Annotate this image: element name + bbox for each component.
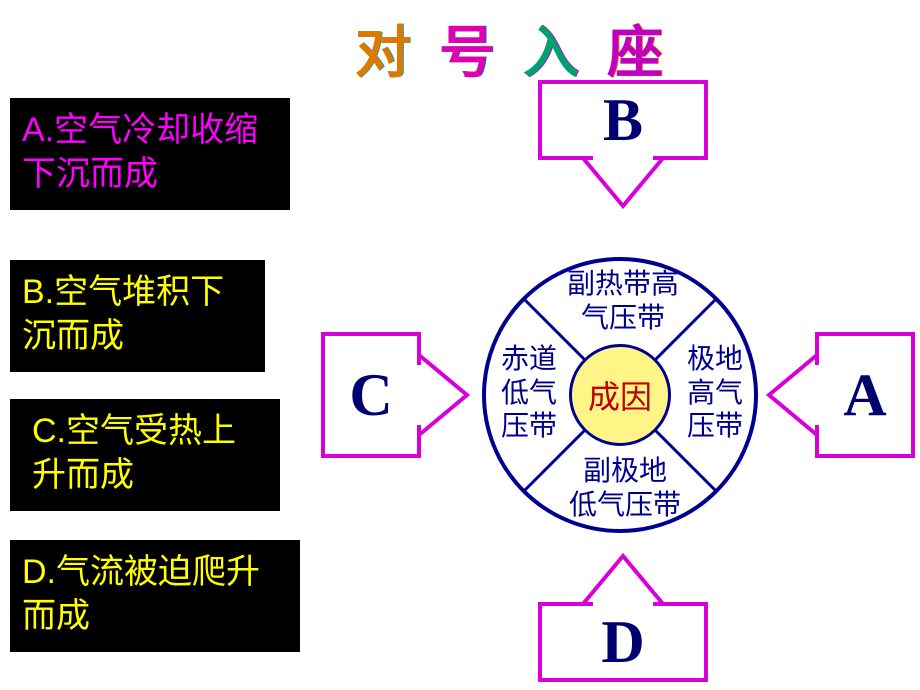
- title-char-3: 入: [523, 23, 607, 85]
- arrow-c-box: C: [321, 332, 421, 458]
- sector-top: 副热带高 气压带: [553, 268, 693, 335]
- arrow-d-box: D: [538, 602, 708, 682]
- title-char-1: 对: [355, 23, 439, 85]
- arrow-b-box: B: [538, 80, 708, 160]
- title-char-2: 号: [439, 23, 523, 85]
- sector-left: 赤道 低气 压带: [494, 343, 564, 444]
- arrow-d-head-icon: [563, 546, 683, 606]
- page-title: 对号入座: [355, 8, 691, 89]
- title-char-4: 座: [607, 23, 691, 85]
- arrow-a-head-icon: [759, 335, 819, 455]
- option-d-box: D.气流被迫爬升而成: [10, 540, 300, 652]
- option-d-text: D.气流被迫爬升而成: [22, 553, 260, 635]
- arrow-b-label: B: [603, 86, 643, 155]
- option-c-text: C.空气受热上升而成: [32, 412, 236, 494]
- sector-bottom: 副极地 低气压带: [565, 455, 685, 522]
- option-a-text: A.空气冷却收缩下沉而成: [22, 111, 258, 193]
- option-b-text: B.空气堆积下沉而成: [22, 273, 224, 355]
- center-label: 成因: [588, 372, 652, 418]
- arrow-a-box: A: [815, 332, 915, 458]
- option-c-box: C.空气受热上升而成: [10, 399, 280, 511]
- arrow-a-label: A: [843, 361, 886, 430]
- arrow-d-label: D: [601, 608, 644, 677]
- circle-inner: 成因: [569, 344, 671, 446]
- sector-right: 极地 高气 压带: [680, 343, 750, 444]
- option-b-box: B.空气堆积下沉而成: [10, 260, 265, 372]
- arrow-c-head-icon: [417, 335, 477, 455]
- arrow-c-label: C: [349, 361, 392, 430]
- option-a-box: A.空气冷却收缩下沉而成: [10, 98, 290, 210]
- arrow-b-head-icon: [563, 156, 683, 216]
